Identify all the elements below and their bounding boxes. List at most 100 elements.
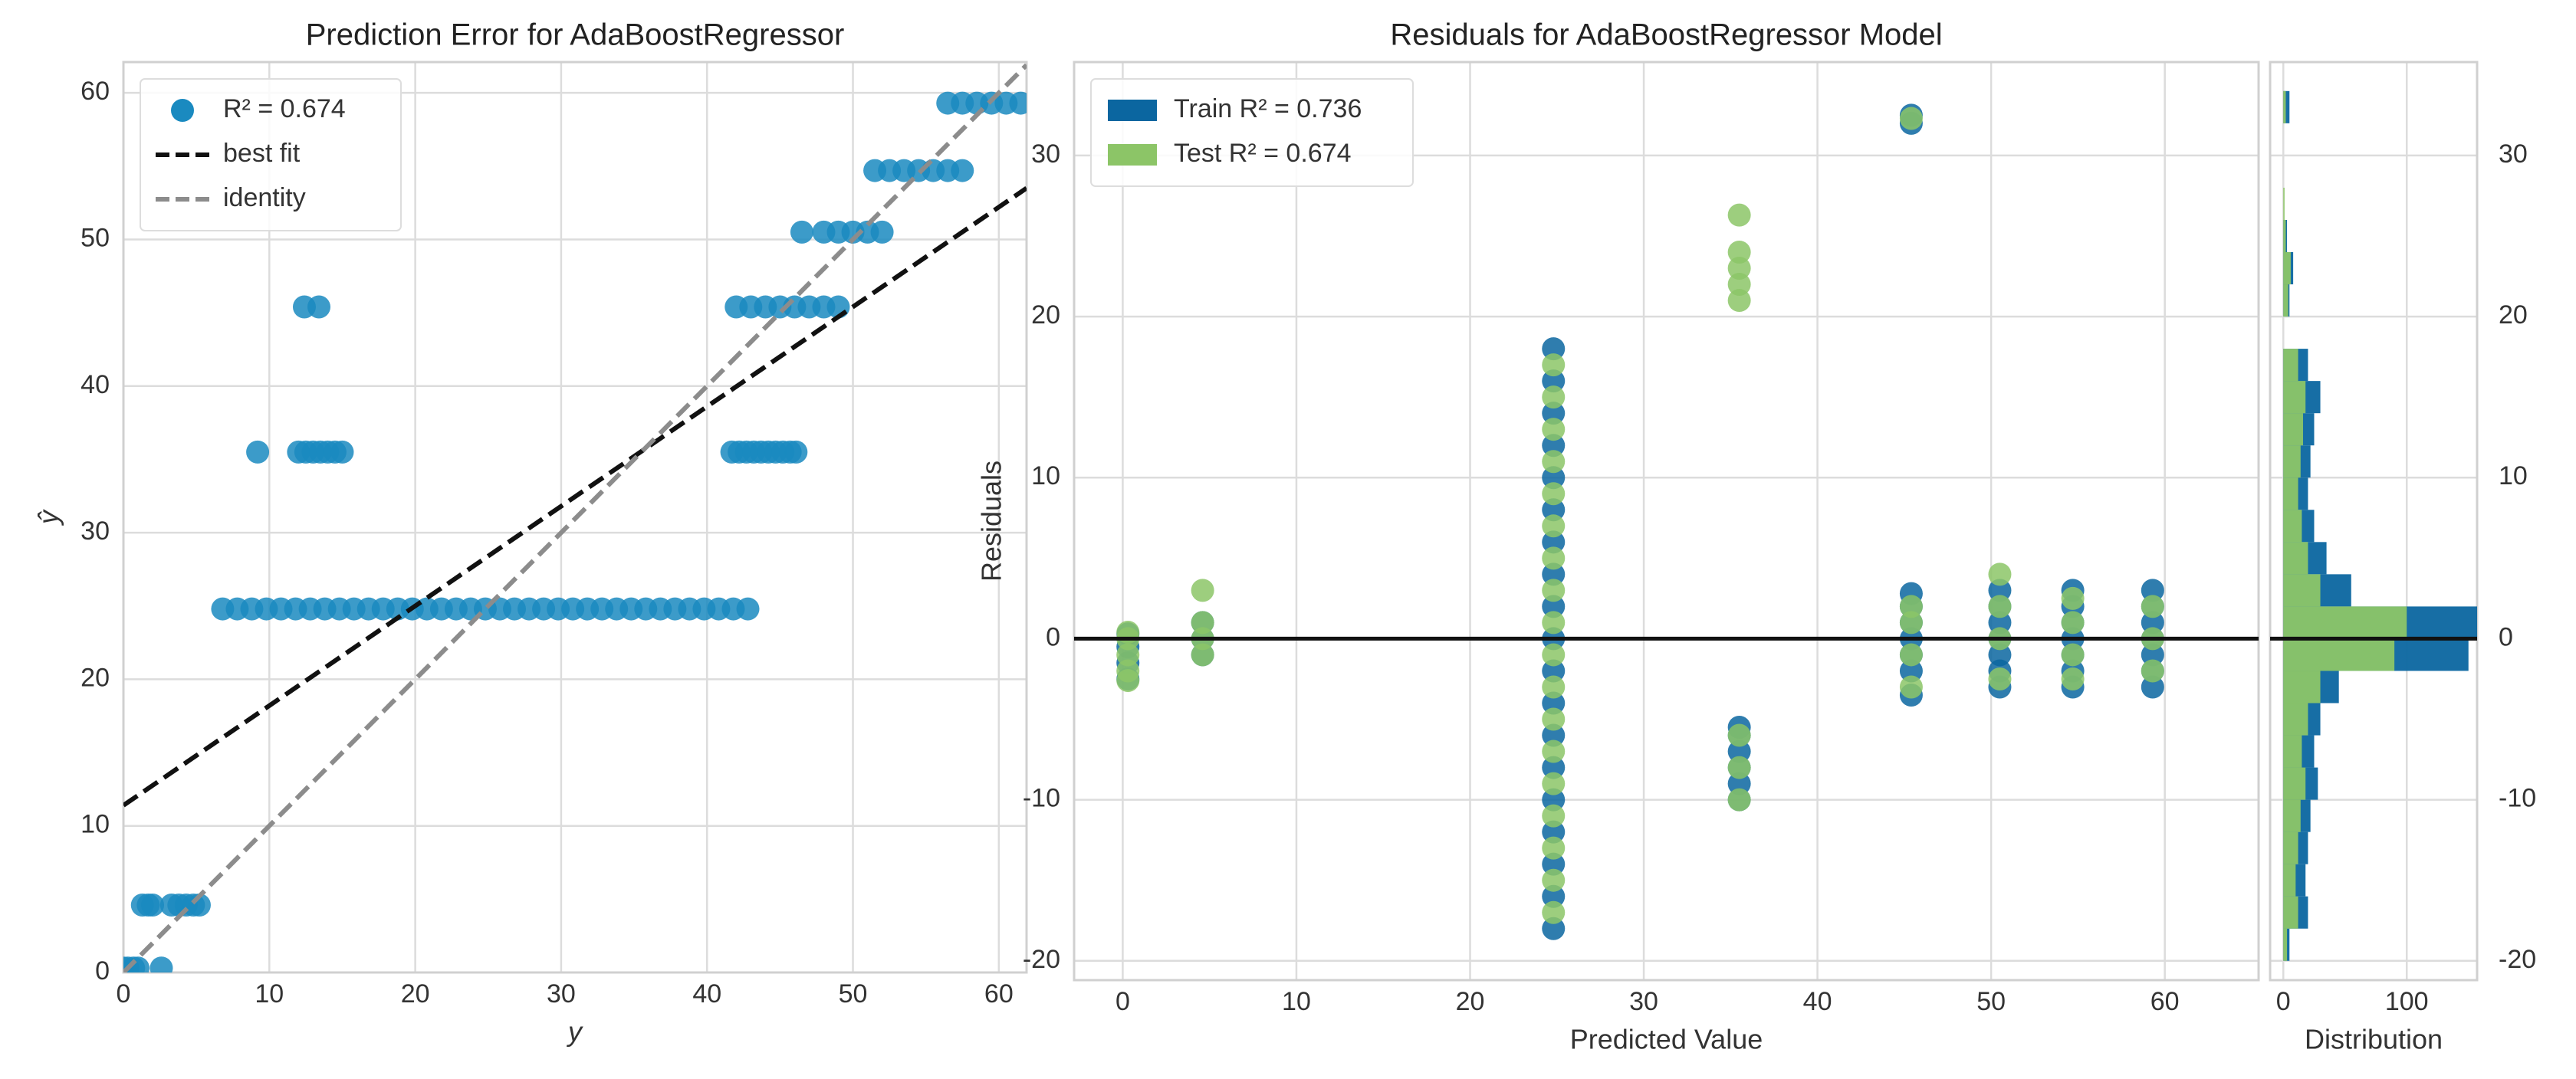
legend-label: R² = 0.674 xyxy=(223,94,346,123)
scatter-point xyxy=(1542,675,1566,699)
x-tick-label: 60 xyxy=(2150,987,2180,1016)
plot-frame xyxy=(122,61,1028,974)
scatter-point xyxy=(1727,723,1751,747)
legend-box xyxy=(1090,78,1414,187)
hist-bar xyxy=(2283,90,2286,123)
hist-bar xyxy=(2283,349,2298,382)
scatter-point xyxy=(1542,402,1566,425)
scatter-point xyxy=(1727,740,1751,763)
hist-bar xyxy=(2283,799,2301,832)
scatter-point xyxy=(307,295,331,319)
scatter-point xyxy=(1009,91,1027,115)
hist-bar xyxy=(2283,703,2308,736)
scatter-point xyxy=(790,220,813,244)
scatter-point xyxy=(1542,868,1566,892)
y-tick-label: -10 xyxy=(2499,784,2536,813)
scatter-point xyxy=(1727,257,1751,280)
scatter-point xyxy=(1542,466,1566,490)
scatter-point xyxy=(1899,611,1923,635)
y-tick-label: 0 xyxy=(2499,622,2513,651)
scatter-point xyxy=(1542,369,1566,393)
scatter-point xyxy=(2141,675,2164,699)
scatter-point xyxy=(1542,546,1566,570)
chart-title: Residuals for AdaBoostRegressor Model xyxy=(1390,18,1942,52)
scatter-point xyxy=(1542,643,1566,667)
scatter-point xyxy=(1542,772,1566,795)
hist-bar xyxy=(2283,864,2296,897)
scatter-point xyxy=(1542,337,1566,361)
hist-bar xyxy=(2283,606,2407,639)
hist-bar xyxy=(2283,252,2291,285)
fit-line xyxy=(123,63,1027,972)
scatter-point xyxy=(2141,659,2164,683)
y-tick-label: 30 xyxy=(80,517,110,546)
legend-box xyxy=(140,78,402,231)
hist-bar xyxy=(2283,542,2308,575)
scatter-point xyxy=(1988,579,2012,602)
hist-bar xyxy=(2283,638,2395,671)
fit-line xyxy=(123,186,1027,808)
scatter-point xyxy=(1191,579,1214,602)
hist-bar xyxy=(2283,187,2285,220)
scatter-point xyxy=(1899,659,1923,683)
hist-bar xyxy=(2283,735,2302,768)
scatter-point xyxy=(951,159,974,182)
scatter-point xyxy=(1542,418,1566,441)
plot-layer xyxy=(2283,90,2477,961)
scatter-point xyxy=(1727,273,1751,297)
scatter-point xyxy=(1116,643,1140,667)
scatter-point xyxy=(1727,203,1751,227)
hist-bar xyxy=(2283,445,2301,478)
y-axis-label: ŷ xyxy=(33,509,64,526)
scatter-point xyxy=(1727,772,1751,795)
hist-bar xyxy=(2283,928,2288,961)
scatter-point xyxy=(1988,562,2012,586)
scatter-point xyxy=(1988,643,2012,667)
scatter-point xyxy=(1542,884,1566,908)
scatter-point xyxy=(1899,107,1923,130)
plot-area xyxy=(1074,62,2259,980)
scatter-point xyxy=(1191,611,1214,635)
y-tick-label: 20 xyxy=(2499,300,2528,330)
scatter-point xyxy=(1542,450,1566,474)
scatter-point xyxy=(246,440,270,464)
scatter-point xyxy=(2141,595,2164,618)
x-tick-label: 10 xyxy=(255,979,284,1008)
scatter-point xyxy=(1542,756,1566,779)
y-axis-label: Residuals xyxy=(976,461,1007,582)
scatter-point xyxy=(1988,667,2012,690)
x-tick-label: 20 xyxy=(1456,987,1485,1016)
scatter-point xyxy=(1542,723,1566,747)
y-tick-label: -10 xyxy=(1023,784,1060,813)
scatter-point xyxy=(1542,562,1566,586)
scatter-point xyxy=(1542,530,1566,554)
scatter-point xyxy=(1542,659,1566,683)
scatter-point xyxy=(2061,586,2085,610)
y-tick-label: 10 xyxy=(2499,461,2528,490)
x-tick-label: 50 xyxy=(839,979,868,1008)
y-tick-label: 40 xyxy=(80,370,110,399)
scatter-point xyxy=(1542,579,1566,602)
x-tick-label: 40 xyxy=(692,979,721,1008)
scatter-point xyxy=(1542,900,1566,924)
x-tick-label: 60 xyxy=(984,979,1014,1008)
scatter-point xyxy=(2141,579,2164,602)
scatter-point xyxy=(1542,820,1566,844)
hist-bar xyxy=(2283,896,2298,929)
plot-frame xyxy=(1073,61,2260,982)
legend-label: best fit xyxy=(223,139,301,168)
y-tick-label: 10 xyxy=(1031,461,1060,490)
hist-bar xyxy=(2283,574,2321,607)
plot-layer xyxy=(1116,103,2164,940)
x-axis-label: Distribution xyxy=(2305,1024,2443,1055)
y-tick-label: 0 xyxy=(95,956,110,986)
scatter-point xyxy=(150,956,173,972)
y-tick-label: -20 xyxy=(1023,945,1060,974)
scatter-point xyxy=(1542,385,1566,409)
scatter-point xyxy=(2141,611,2164,635)
scatter-point xyxy=(1542,707,1566,731)
scatter-point xyxy=(2061,643,2085,667)
chart-title: Prediction Error for AdaBoostRegressor xyxy=(306,18,845,52)
x-axis-label: y xyxy=(566,1016,583,1048)
scatter-point xyxy=(1542,353,1566,377)
